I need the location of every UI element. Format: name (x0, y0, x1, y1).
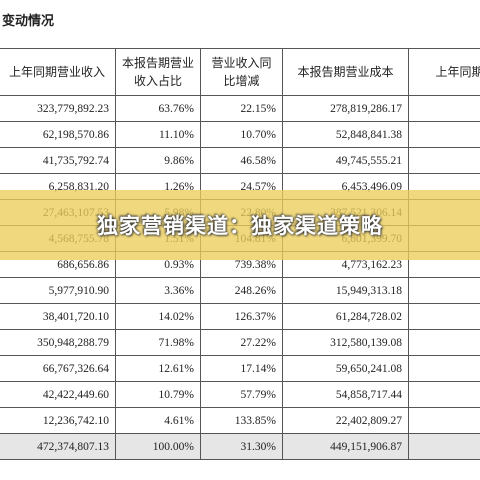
table-row: 66,767,326.6412.61%17.14%59,650,241.0851… (0, 355, 480, 382)
table-cell: 57.79% (200, 381, 283, 408)
total-row: 472,374,807.13 100.00% 31.30% 449,151,906.8… (0, 433, 480, 460)
table-cell: 13,096 (408, 407, 480, 434)
table-cell: 22.15% (200, 95, 283, 122)
header-cell: 本报告期营业成本 (282, 48, 409, 96)
table-cell: 34,839 (408, 147, 480, 174)
table-row: 5,977,910.903.36%248.26%15,949,313.181,7… (0, 277, 480, 304)
table-cell: 23,701 (408, 303, 480, 330)
table-row: 350,948,288.79 71.98% 27.22% 312,580,139.08… (0, 329, 480, 356)
total-cell: 472,374,807.13 (0, 433, 116, 460)
section-title: 变动情况 (2, 14, 55, 29)
table-row: 42,422,449.6010.79%57.79%54,858,717.4439… (0, 381, 480, 408)
table-cell: 10.70% (200, 121, 283, 148)
table-cell: 63.76% (115, 95, 201, 122)
table-row: 323,779,892.23 63.76% 22.15% 278,819,286.17… (0, 95, 480, 122)
table-cell: 323,779,892.23 (0, 95, 116, 122)
table-cell: 66,767,326.64 (0, 355, 116, 382)
table-cell: 4.61% (115, 407, 201, 434)
table-cell: 1,716 (408, 277, 480, 304)
table-row: 12,236,742.104.61%133.85%22,402,809.2713… (0, 407, 480, 434)
table-cell: 10.79% (115, 381, 201, 408)
table-cell: 62,198,570.86 (0, 121, 116, 148)
total-cell: 449,151,906.87 (282, 433, 409, 460)
table-cell: 49,745,555.21 (282, 147, 409, 174)
table-cell: 14.02% (115, 303, 201, 330)
table-cell: 15,949,313.18 (282, 277, 409, 304)
table-cell: 52,848,841.38 (282, 121, 409, 148)
table-cell: 48,200 (408, 121, 480, 148)
table-cell: 232,551 (408, 95, 480, 122)
header-row: 上年同期营业收入本报告期营业收入占比营业收入同比增减本报告期营业成本上年同期营业… (0, 48, 480, 96)
header-cell: 营业收入同比增减 (200, 48, 283, 96)
table-cell: 9.86% (115, 147, 201, 174)
revenue-table: 上年同期营业收入本报告期营业收入占比营业收入同比增减本报告期营业成本上年同期营业… (0, 48, 480, 460)
table-cell: 61,284,728.02 (282, 303, 409, 330)
table-cell: 12,236,742.10 (0, 407, 116, 434)
banner-text: 独家营销渠道：独家渠道策略 (97, 214, 383, 238)
table-row: 41,735,792.749.86%46.58%49,745,555.2134,… (0, 147, 480, 174)
table-cell: 42,422,449.60 (0, 381, 116, 408)
table-cell: 54,858,717.44 (282, 381, 409, 408)
table-cell: 27.22% (200, 329, 283, 356)
table-cell: 41,735,792.74 (0, 147, 116, 174)
table-cell: 59,650,241.08 (282, 355, 409, 382)
header-cell: 上年同期营业收入 (0, 48, 116, 96)
table-cell: 249,430 (408, 329, 480, 356)
table-row: 62,198,570.8611.10%10.70%52,848,841.3848… (0, 121, 480, 148)
table-cell: 46.58% (200, 147, 283, 174)
table-cell: 71.98% (115, 329, 201, 356)
total-cell: 100.00% (115, 433, 201, 460)
table-cell: 51,203 (408, 355, 480, 382)
table-cell: 11.10% (115, 121, 201, 148)
total-cell: 31.30% (200, 433, 283, 460)
table-cell: 5,977,910.90 (0, 277, 116, 304)
header-cell: 本报告期营业收入占比 (115, 48, 201, 96)
banner: 独家营销渠道：独家渠道策略 (0, 190, 480, 260)
table-cell: 133.85% (200, 407, 283, 434)
header-cell: 上年同期营业成本 (408, 48, 480, 96)
table-cell: 312,580,139.08 (282, 329, 409, 356)
table-cell: 38,401,720.10 (0, 303, 116, 330)
table-cell: 126.37% (200, 303, 283, 330)
table-cell: 278,819,286.17 (282, 95, 409, 122)
total-cell: 344,449 (408, 433, 480, 460)
table-cell: 12.61% (115, 355, 201, 382)
table-cell: 3.36% (115, 277, 201, 304)
table-cell: 350,948,288.79 (0, 329, 116, 356)
table-cell: 22,402,809.27 (282, 407, 409, 434)
table-cell: 248.26% (200, 277, 283, 304)
table-cell: 17.14% (200, 355, 283, 382)
table-cell: 39,345 (408, 381, 480, 408)
table-row: 38,401,720.1014.02%126.37%61,284,728.022… (0, 303, 480, 330)
